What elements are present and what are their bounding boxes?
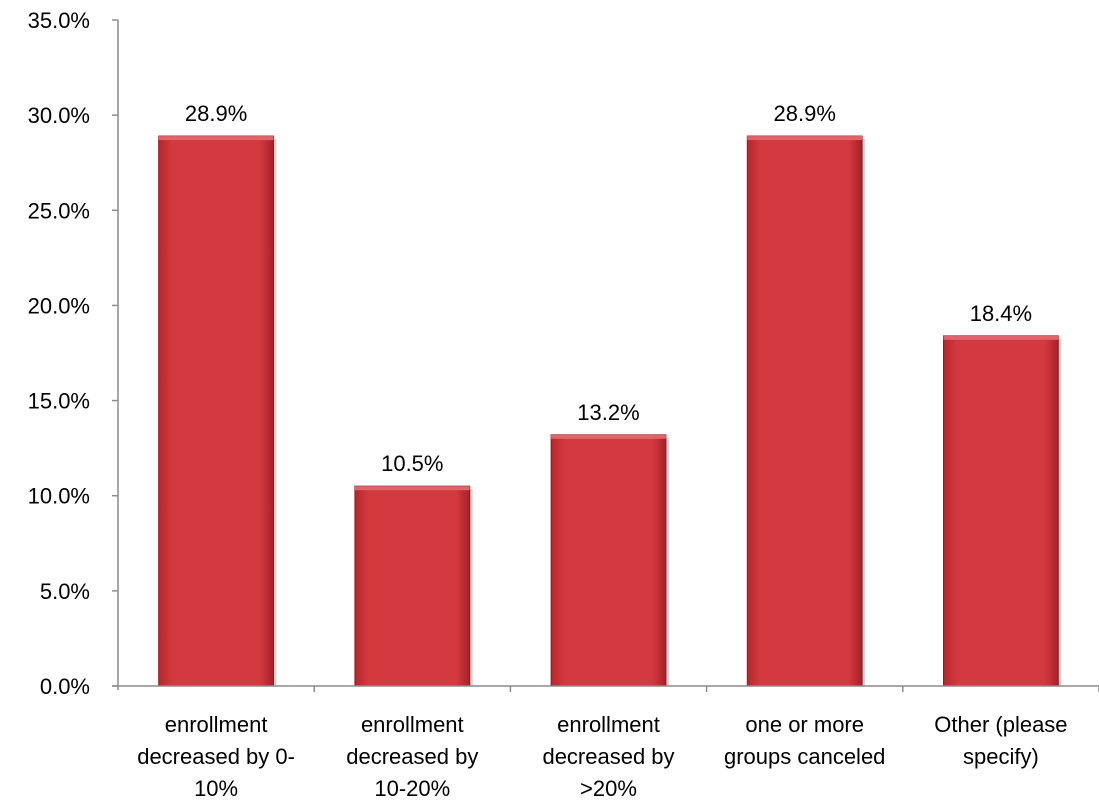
bar-highlight (158, 136, 274, 141)
category-label: enrollment (557, 712, 660, 737)
category-label: Other (please (934, 712, 1067, 737)
y-tick-label: 20.0% (28, 293, 90, 318)
category-label: enrollment (361, 712, 464, 737)
y-tick-label: 35.0% (28, 8, 90, 33)
bar (354, 485, 471, 687)
category-label: decreased by 0- (137, 744, 295, 769)
data-label: 10.5% (381, 451, 443, 476)
bar-highlight (551, 434, 666, 439)
bar-highlight (943, 335, 1059, 340)
category-label: enrollment (165, 712, 268, 737)
y-tick-label: 0.0% (40, 674, 90, 699)
data-label: 18.4% (970, 301, 1032, 326)
y-tick-label: 5.0% (40, 579, 90, 604)
bar (158, 135, 274, 687)
data-label: 13.2% (577, 400, 639, 425)
data-labels: 28.9% 10.5% 13.2% 28.9% 18.4% (185, 101, 1032, 476)
y-tick-label: 25.0% (28, 198, 90, 223)
bar (746, 135, 863, 687)
bar (550, 434, 667, 687)
category-label: specify) (963, 744, 1039, 769)
category-label: 10% (194, 776, 238, 801)
bar (943, 335, 1059, 687)
category-label: 10-20% (374, 776, 450, 801)
category-label: >20% (580, 776, 637, 801)
y-tick-label: 10.0% (28, 484, 90, 509)
category-label: decreased by (346, 744, 478, 769)
y-axis: 0.0% 5.0% 10.0% 15.0% 20.0% 25.0% 30.0% 35.0% (28, 8, 119, 699)
x-axis: enrollment decreased by 0- 10% enrollment de… (112, 685, 1099, 801)
y-tick-label: 30.0% (28, 103, 90, 128)
bars (158, 135, 1062, 687)
category-label: one or more (745, 712, 864, 737)
bar-highlight (354, 486, 470, 491)
y-tick-label: 15.0% (28, 389, 90, 414)
data-label: 28.9% (185, 101, 247, 126)
data-label: 28.9% (774, 101, 836, 126)
category-label: groups canceled (724, 744, 885, 769)
category-label: decreased by (542, 744, 674, 769)
bar-highlight (747, 136, 863, 141)
